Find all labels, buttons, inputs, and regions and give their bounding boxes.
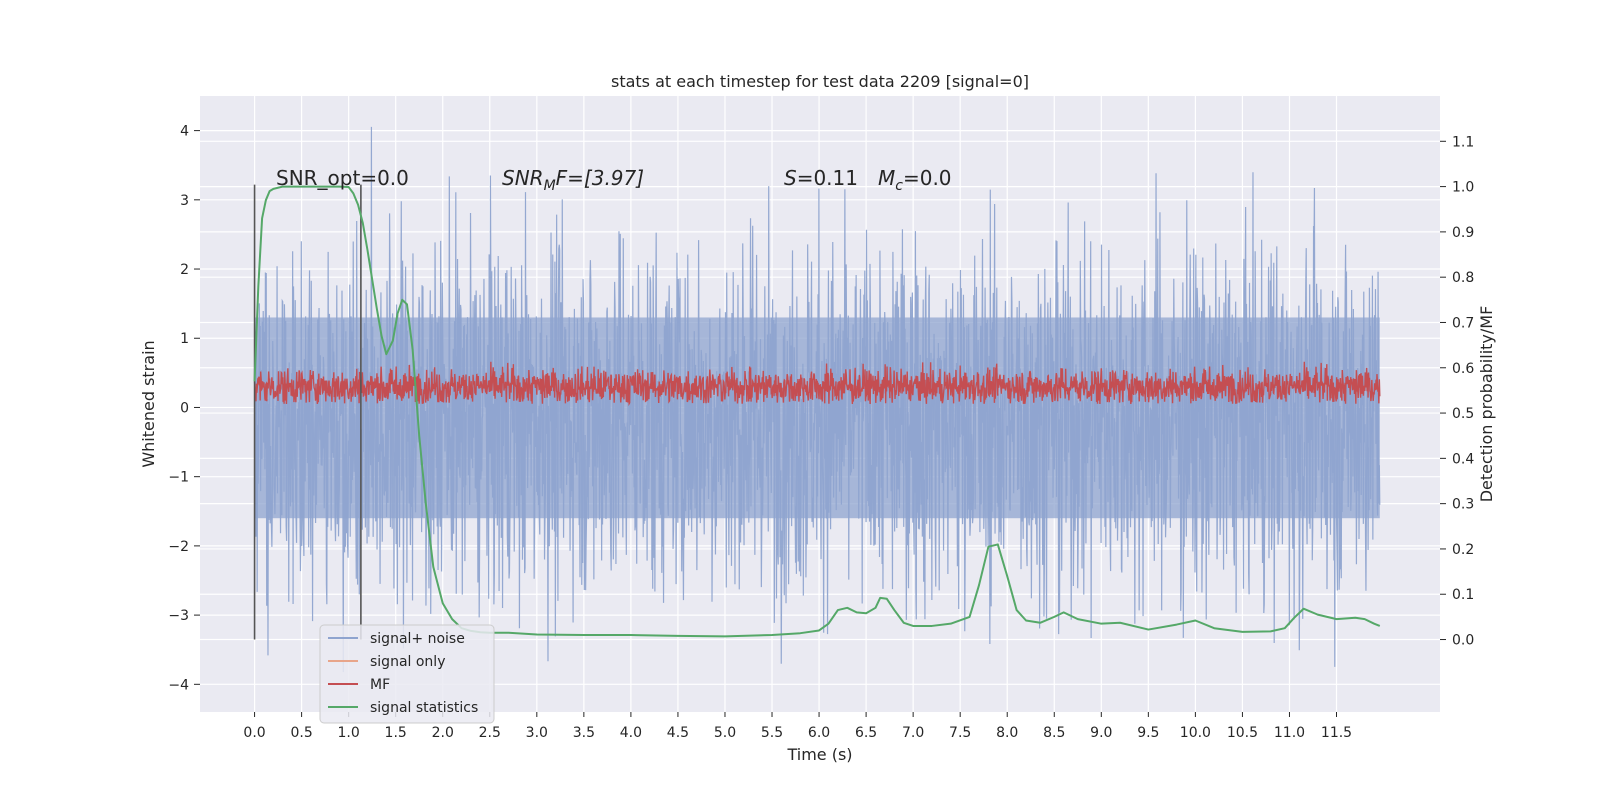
legend-label-signal-only: signal only — [370, 654, 445, 670]
legend-box — [319, 624, 495, 724]
x-tick-label: 7.5 — [949, 725, 971, 741]
noise-core-band — [254, 317, 1380, 519]
y-tick-label: −3 — [168, 608, 189, 624]
x-tick-label: 10.5 — [1227, 725, 1258, 741]
snr-mf-suffix: F=[3.97] — [556, 166, 644, 190]
legend: signal+ noise signal only MF signal stat… — [319, 624, 495, 724]
x-tick-label: 0.5 — [290, 725, 312, 741]
legend-label-mf: MF — [370, 677, 390, 693]
y2-tick-label: 0.0 — [1452, 633, 1474, 649]
x-tick-label: 9.0 — [1090, 725, 1112, 741]
y-axis-ticks: 4 3 2 1 0 −1 −2 −3 −4 — [168, 124, 200, 693]
series-mf — [253, 361, 1381, 407]
y-axis-label: Whitened strain — [139, 340, 158, 467]
chart-title: stats at each timestep for test data 220… — [611, 72, 1029, 91]
y2-tick-label: 0.5 — [1452, 406, 1474, 422]
y2-tick-label: 0.6 — [1452, 361, 1474, 377]
y2-axis-label: Detection probability/MF — [1477, 306, 1496, 503]
x-tick-label: 4.5 — [667, 725, 689, 741]
x-tick-label: 6.5 — [855, 725, 877, 741]
x-tick-label: 3.5 — [573, 725, 595, 741]
series-signal-statistics — [253, 185, 1381, 638]
vertical-markers — [253, 184, 362, 640]
x-axis-ticks: 0.0 0.5 1.0 1.5 2.0 2.5 3.0 3.5 4.0 4.5 5.0 5.5 6.0 6… — [243, 712, 1352, 741]
x-tick-label: 2.5 — [479, 725, 501, 741]
mc-value: =0.0 — [903, 166, 952, 190]
annotation-s: S=0.11 — [784, 166, 858, 190]
x-tick-label: 5.5 — [761, 725, 783, 741]
y2-tick-label: 0.1 — [1452, 587, 1474, 603]
mc-var: M — [878, 166, 895, 190]
annotation-snr-opt: SNR_opt=0.0 — [276, 166, 409, 190]
annotation-snr-mf: SNRMF=[3.97] — [502, 166, 644, 194]
x-tick-label: 1.5 — [385, 725, 407, 741]
y-tick-label: 4 — [180, 124, 189, 140]
x-tick-label: 11.5 — [1321, 725, 1352, 741]
series-line-mf — [253, 361, 1381, 407]
y-tick-label: 1 — [180, 331, 189, 347]
x-tick-label: 5.0 — [714, 725, 736, 741]
x-tick-label: 8.5 — [1043, 725, 1065, 741]
snr-mf-sub: M — [544, 178, 556, 194]
snr-mf-prefix: SNR — [502, 166, 544, 190]
x-tick-label: 11.0 — [1274, 725, 1305, 741]
s-var: S — [784, 166, 797, 190]
y-tick-label: 2 — [180, 262, 189, 278]
series-line-signal-statistics — [253, 185, 1381, 638]
x-tick-label: 7.0 — [902, 725, 924, 741]
y2-tick-label: 0.9 — [1452, 225, 1474, 241]
series-signal-noise — [253, 126, 1381, 673]
annotation-mc: Mc=0.0 — [878, 166, 952, 194]
x-tick-label: 9.5 — [1137, 725, 1159, 741]
y2-tick-label: 0.4 — [1452, 451, 1474, 467]
y2-axis-ticks: 1.1 1.0 0.9 0.8 0.7 0.6 0.5 0.4 0.3 0.2 0.1 0.0 — [1440, 134, 1474, 649]
y-tick-label: −4 — [168, 677, 189, 693]
y2-tick-label: 1.0 — [1452, 180, 1474, 196]
x-tick-label: 2.0 — [432, 725, 454, 741]
legend-label-signal-noise: signal+ noise — [370, 631, 465, 647]
y2-tick-label: 0.7 — [1452, 315, 1474, 331]
y2-tick-label: 0.3 — [1452, 497, 1474, 513]
y-tick-label: −2 — [168, 539, 189, 555]
x-tick-label: 0.0 — [243, 725, 265, 741]
mc-sub: c — [895, 178, 903, 194]
y-tick-label: 0 — [180, 400, 189, 416]
s-value: =0.11 — [797, 166, 858, 190]
x-tick-label: 10.0 — [1180, 725, 1211, 741]
x-tick-label: 3.0 — [526, 725, 548, 741]
legend-label-signal-statistics: signal statistics — [370, 700, 478, 716]
x-tick-label: 1.0 — [338, 725, 360, 741]
y-tick-label: 3 — [180, 193, 189, 209]
y-tick-label: −1 — [168, 470, 189, 486]
y2-tick-label: 0.2 — [1452, 542, 1474, 558]
x-tick-label: 6.0 — [808, 725, 830, 741]
y2-tick-label: 1.1 — [1452, 134, 1474, 150]
y2-tick-label: 0.8 — [1452, 270, 1474, 286]
x-tick-label: 8.0 — [996, 725, 1018, 741]
x-axis-label: Time (s) — [786, 745, 852, 764]
x-tick-label: 4.0 — [620, 725, 642, 741]
